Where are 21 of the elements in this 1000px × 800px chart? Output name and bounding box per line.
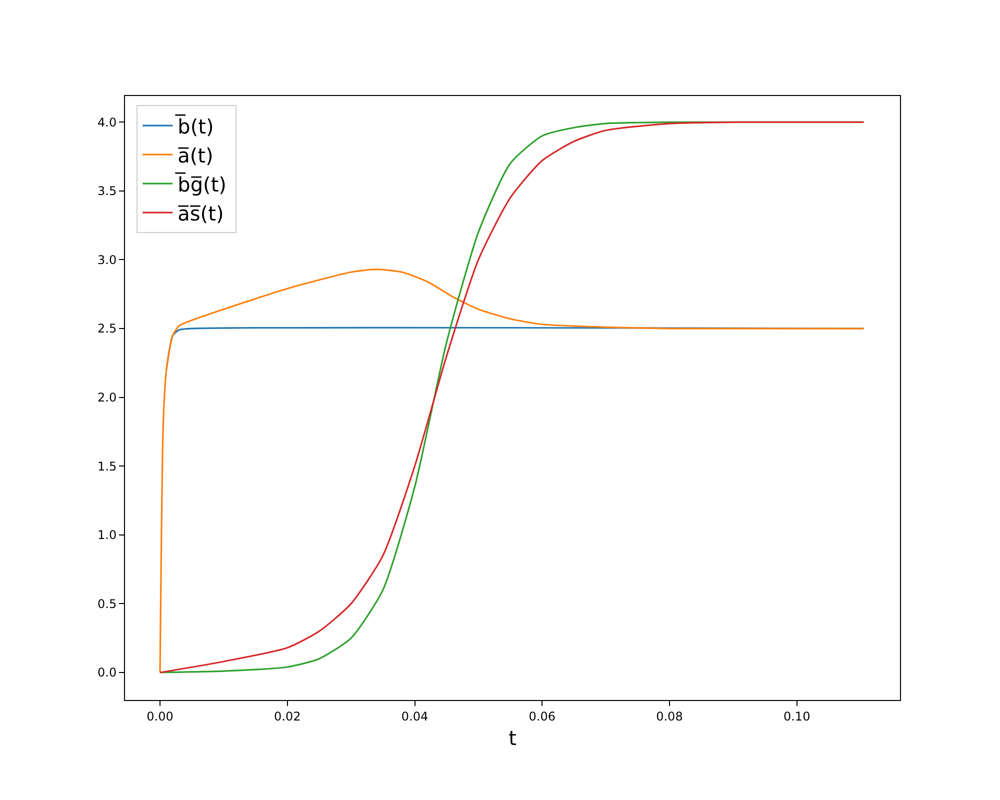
legend-label: a̅(t) xyxy=(177,143,214,168)
y-tick-label: 4.0 xyxy=(98,115,117,130)
y-tick-label: 3.5 xyxy=(98,184,117,198)
x-tick-label: 0.10 xyxy=(783,709,810,724)
line-series xyxy=(159,268,864,674)
y-tick-label: 2.5 xyxy=(98,322,117,336)
legend-label: a̅s̅(t) xyxy=(177,201,224,226)
y-tick-label: 1.5 xyxy=(98,459,117,474)
y-tick-label: 0.0 xyxy=(98,666,117,680)
x-tick-label: 0.02 xyxy=(274,709,301,724)
y-tick-label: 3.0 xyxy=(98,252,117,267)
legend-label: b̅g̅(t) xyxy=(174,172,226,196)
x-tick-label: 0.00 xyxy=(146,709,174,724)
x-tick-label: 0.04 xyxy=(401,709,428,724)
y-tick-label: 1.0 xyxy=(98,528,117,542)
x-tick-label: 0.08 xyxy=(656,709,683,724)
x-tick-label: 0.06 xyxy=(528,709,556,724)
y-tick-label: 2.0 xyxy=(98,390,117,405)
legend-label: b̅(t) xyxy=(174,114,214,138)
x-axis-title: t xyxy=(508,726,517,750)
y-tick-label: 0.5 xyxy=(98,596,117,611)
